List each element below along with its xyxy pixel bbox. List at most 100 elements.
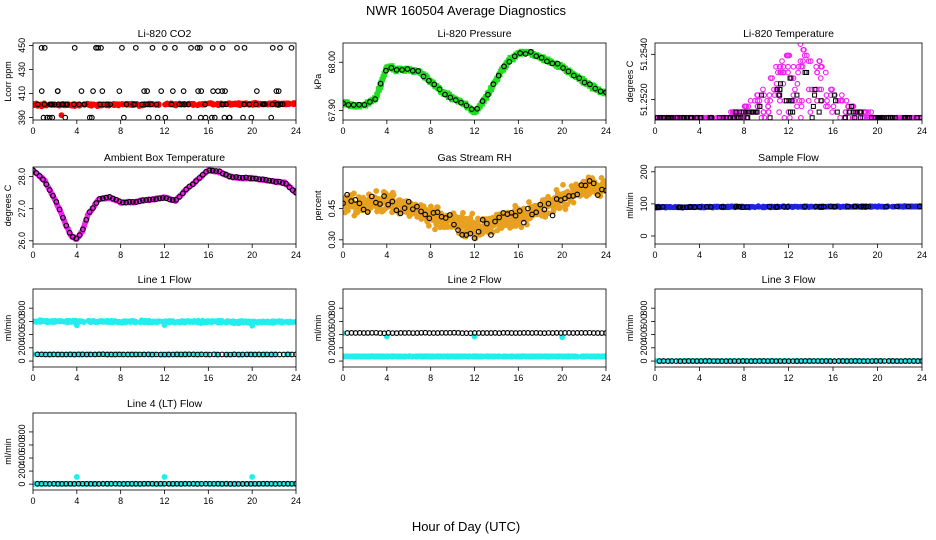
data-point xyxy=(774,86,780,92)
data-point xyxy=(807,109,814,115)
data-point xyxy=(659,203,666,210)
data-point xyxy=(743,109,749,115)
data-point xyxy=(193,178,199,185)
x-tick-label: 8 xyxy=(118,496,123,506)
data-point xyxy=(80,226,86,233)
data-point xyxy=(116,198,123,205)
data-point xyxy=(544,58,550,65)
data-point xyxy=(412,353,419,360)
data-point xyxy=(785,69,791,76)
y-tick-label: 27.0 xyxy=(17,200,27,218)
data-point xyxy=(378,82,384,88)
data-point xyxy=(132,44,139,51)
data-point xyxy=(745,103,752,110)
data-point xyxy=(471,353,478,360)
data-point xyxy=(863,109,869,115)
x-tick-label: 20 xyxy=(557,373,567,383)
data-point xyxy=(275,88,282,94)
data-point xyxy=(557,204,564,211)
data-point xyxy=(680,204,686,211)
data-point xyxy=(846,114,852,120)
x-axis: 0 4 8 12 16 20 24 xyxy=(652,120,927,136)
data-point xyxy=(229,318,236,325)
data-point xyxy=(38,88,45,94)
data-point xyxy=(538,54,545,61)
x-tick-label: 0 xyxy=(30,496,35,506)
data-point xyxy=(513,353,520,360)
data-point xyxy=(149,44,156,51)
data-point xyxy=(221,114,228,120)
data-point xyxy=(458,99,464,106)
data-point xyxy=(581,79,588,86)
data-point xyxy=(564,201,570,208)
data-point xyxy=(838,92,845,98)
data-point xyxy=(847,109,853,115)
data-point xyxy=(821,203,827,210)
data-point xyxy=(781,204,787,210)
data-point xyxy=(432,226,438,233)
x-tick-label: 24 xyxy=(917,250,927,260)
data-point xyxy=(483,220,490,227)
data-point xyxy=(132,319,139,326)
panel-title: Line 4 (LT) Flow xyxy=(127,398,202,410)
data-point xyxy=(366,99,373,105)
x-tick-label: 4 xyxy=(384,250,389,260)
data-point xyxy=(249,175,256,182)
data-point xyxy=(162,101,168,108)
x-tick-label: 0 xyxy=(340,373,345,383)
data-point xyxy=(805,58,812,64)
data-point xyxy=(176,101,183,108)
data-point xyxy=(93,200,100,206)
x-tick-label: 0 xyxy=(340,126,345,136)
data-point xyxy=(802,69,808,75)
data-point xyxy=(777,92,783,98)
data-point xyxy=(560,65,566,71)
data-point xyxy=(233,174,239,180)
data-point xyxy=(35,101,41,108)
data-point xyxy=(794,92,800,98)
data-point xyxy=(195,88,201,94)
data-point xyxy=(794,103,800,110)
series-1-min-line-2-flow xyxy=(343,330,606,360)
series-hourly-rh xyxy=(343,177,606,241)
data-point xyxy=(209,114,215,120)
data-point xyxy=(603,187,606,194)
data-point xyxy=(377,80,384,87)
data-point xyxy=(863,203,869,210)
data-point xyxy=(290,100,296,106)
data-point xyxy=(570,72,577,79)
data-point xyxy=(761,114,768,120)
y-axis-label: ml/min xyxy=(313,315,323,342)
data-point xyxy=(431,81,438,88)
data-point xyxy=(777,97,783,104)
x-tick-label: 20 xyxy=(247,496,257,506)
data-points xyxy=(343,329,606,360)
data-point xyxy=(805,97,812,104)
data-point xyxy=(86,209,93,215)
data-point xyxy=(71,44,78,51)
data-point xyxy=(798,103,805,110)
data-point xyxy=(254,88,260,94)
data-point xyxy=(771,86,777,93)
data-points xyxy=(655,43,922,120)
x-tick-label: 24 xyxy=(917,373,927,383)
data-point xyxy=(81,101,88,108)
data-point xyxy=(830,103,837,110)
data-point xyxy=(161,474,168,480)
data-point xyxy=(490,81,497,88)
data-point xyxy=(33,170,40,176)
data-point xyxy=(597,88,604,95)
data-points xyxy=(33,317,296,358)
x-tick-label: 4 xyxy=(74,250,79,260)
data-point xyxy=(744,204,750,210)
data-point xyxy=(818,203,825,210)
data-point xyxy=(785,63,791,70)
data-point xyxy=(718,204,725,210)
series-1-min-pressure xyxy=(343,48,606,116)
data-point xyxy=(66,229,73,236)
data-point xyxy=(241,44,248,51)
